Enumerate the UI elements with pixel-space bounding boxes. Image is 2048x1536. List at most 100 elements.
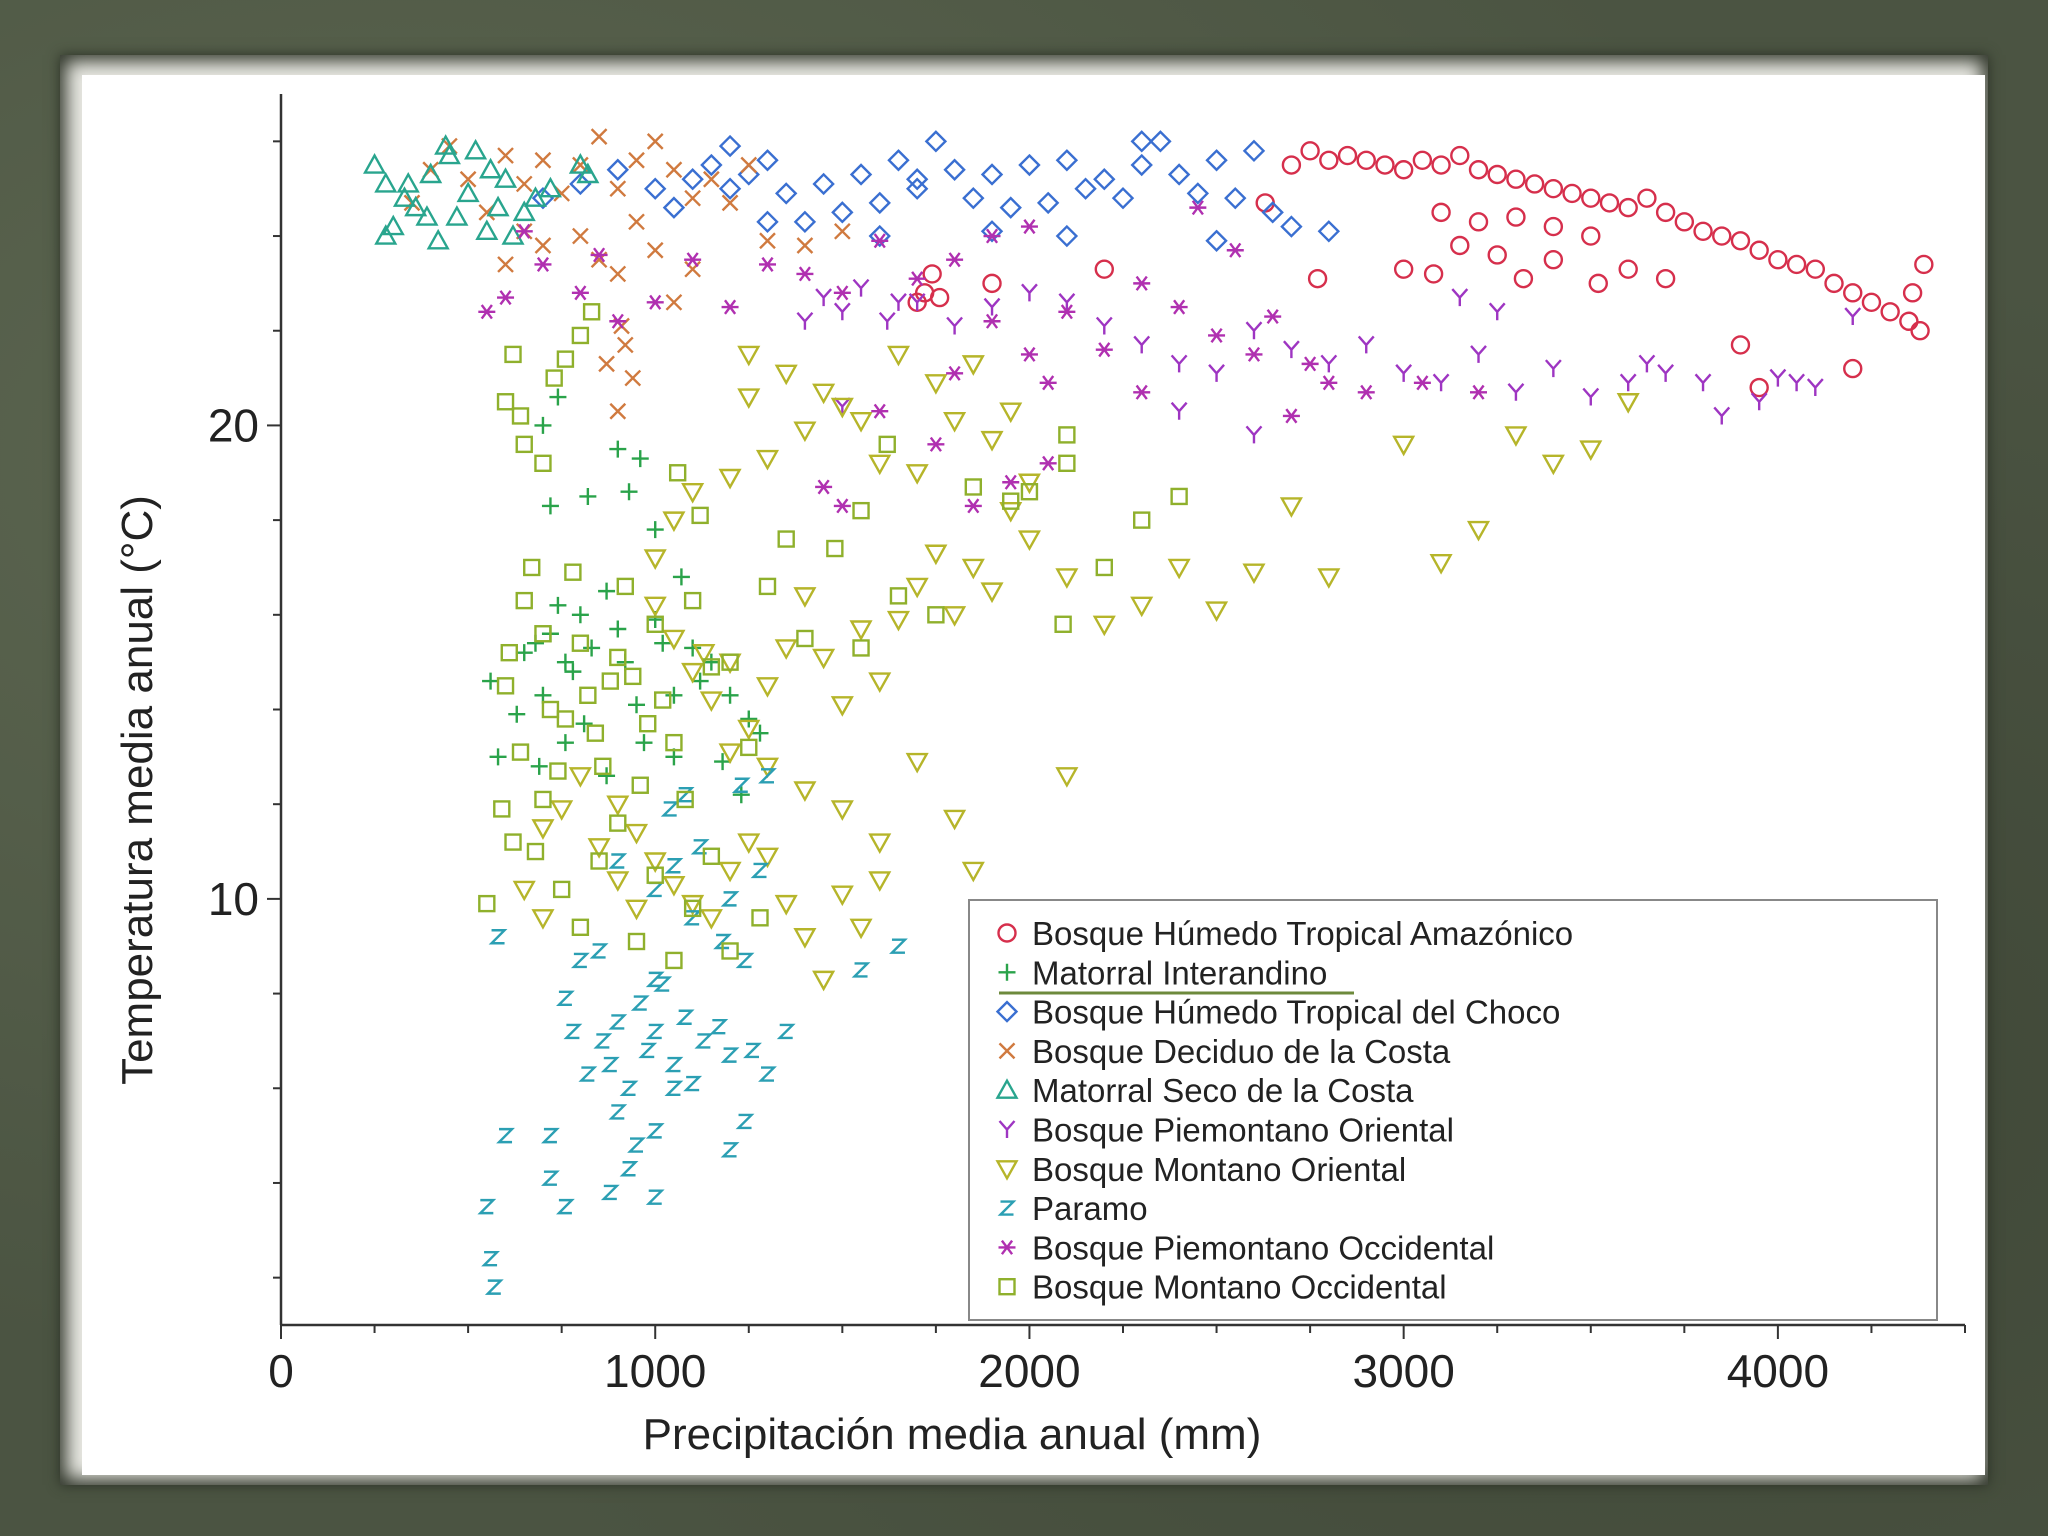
data-point bbox=[1693, 221, 1713, 242]
data-point bbox=[1130, 596, 1154, 618]
data-point bbox=[590, 852, 608, 870]
data-point bbox=[1914, 254, 1934, 275]
data-point bbox=[1337, 145, 1358, 166]
data-point bbox=[579, 686, 597, 704]
data-point bbox=[1579, 440, 1603, 462]
data-point bbox=[630, 995, 650, 1011]
data-point bbox=[481, 1251, 500, 1267]
data-point bbox=[645, 1123, 665, 1139]
data-point bbox=[1768, 250, 1788, 270]
data-point bbox=[943, 606, 967, 627]
data-point bbox=[624, 369, 642, 387]
data-point bbox=[684, 639, 702, 657]
data-point bbox=[564, 563, 582, 581]
data-point bbox=[434, 134, 458, 155]
data-point bbox=[675, 1009, 695, 1025]
data-point bbox=[777, 530, 795, 548]
data-point bbox=[812, 970, 836, 992]
data-point bbox=[579, 487, 597, 505]
data-point bbox=[675, 787, 695, 803]
data-point bbox=[568, 767, 592, 788]
data-point bbox=[793, 421, 817, 443]
data-point bbox=[576, 162, 600, 184]
data-point bbox=[1130, 130, 1153, 153]
data-point bbox=[590, 128, 608, 145]
legend-marker bbox=[995, 1000, 1019, 1023]
data-point bbox=[714, 753, 732, 771]
data-point bbox=[946, 252, 964, 268]
data-point bbox=[644, 177, 667, 200]
data-point bbox=[776, 1023, 796, 1040]
data-point bbox=[1093, 168, 1116, 191]
data-point bbox=[631, 450, 649, 468]
data-point bbox=[694, 1033, 714, 1049]
data-point bbox=[905, 168, 929, 191]
data-point bbox=[812, 172, 835, 196]
data-point bbox=[1055, 224, 1079, 248]
data-point bbox=[718, 177, 742, 200]
data-point bbox=[887, 149, 910, 172]
data-point bbox=[511, 743, 530, 761]
data-point bbox=[538, 176, 562, 198]
data-point bbox=[628, 213, 645, 231]
data-point bbox=[571, 918, 590, 936]
data-point bbox=[575, 715, 593, 733]
data-point bbox=[1170, 401, 1188, 420]
data-point bbox=[793, 210, 817, 234]
legend-item: Paramo bbox=[997, 1190, 1148, 1227]
data-point bbox=[1393, 160, 1414, 180]
data-point bbox=[943, 158, 966, 181]
series-1 bbox=[907, 141, 1934, 398]
data-point bbox=[1824, 273, 1844, 294]
data-point bbox=[609, 265, 627, 283]
data-point bbox=[702, 658, 721, 676]
data-point bbox=[1130, 153, 1153, 177]
data-point bbox=[419, 162, 443, 184]
data-point bbox=[415, 205, 439, 226]
data-point bbox=[1431, 155, 1451, 175]
x-tick-label: 1000 bbox=[604, 1345, 706, 1397]
data-point bbox=[662, 629, 686, 651]
data-point bbox=[681, 168, 704, 191]
data-point bbox=[609, 440, 627, 458]
data-point bbox=[583, 639, 601, 657]
data-point bbox=[826, 539, 844, 558]
data-point bbox=[662, 875, 686, 897]
data-point bbox=[1581, 226, 1601, 246]
data-point bbox=[961, 861, 985, 883]
data-point bbox=[1167, 163, 1191, 186]
axes: 0 1000 2000 3000 4000 10 20 bbox=[208, 94, 1966, 1397]
data-point bbox=[568, 153, 592, 174]
data-point bbox=[980, 163, 1004, 186]
data-point bbox=[683, 899, 702, 918]
legend-box bbox=[968, 899, 1938, 1321]
data-point bbox=[683, 910, 703, 926]
data-point bbox=[721, 942, 739, 960]
chart-card: 0 1000 2000 3000 4000 10 20 Bosque Húmedo Trop… bbox=[82, 75, 1985, 1475]
data-point bbox=[616, 336, 634, 354]
data-point bbox=[1524, 174, 1545, 194]
data-point bbox=[531, 819, 555, 840]
data-point bbox=[646, 132, 664, 150]
data-point bbox=[1095, 558, 1113, 577]
data-point bbox=[871, 233, 889, 249]
data-point bbox=[1320, 354, 1338, 373]
data-point bbox=[1618, 197, 1638, 218]
data-point bbox=[851, 962, 871, 978]
data-point bbox=[496, 393, 515, 411]
data-point bbox=[1282, 408, 1300, 424]
data-point bbox=[515, 644, 533, 662]
data-point bbox=[732, 786, 750, 804]
data-point bbox=[545, 369, 563, 387]
data-point bbox=[905, 577, 929, 599]
data-point bbox=[833, 498, 851, 514]
data-point bbox=[922, 264, 942, 284]
data-point bbox=[1487, 245, 1507, 265]
legend-label: Bosque Piemontano Occidental bbox=[1032, 1229, 1494, 1266]
data-point bbox=[479, 157, 503, 179]
data-point bbox=[737, 388, 761, 409]
data-point bbox=[475, 219, 499, 241]
data-point bbox=[908, 293, 926, 311]
data-point bbox=[1261, 201, 1284, 224]
data-point bbox=[445, 205, 469, 226]
